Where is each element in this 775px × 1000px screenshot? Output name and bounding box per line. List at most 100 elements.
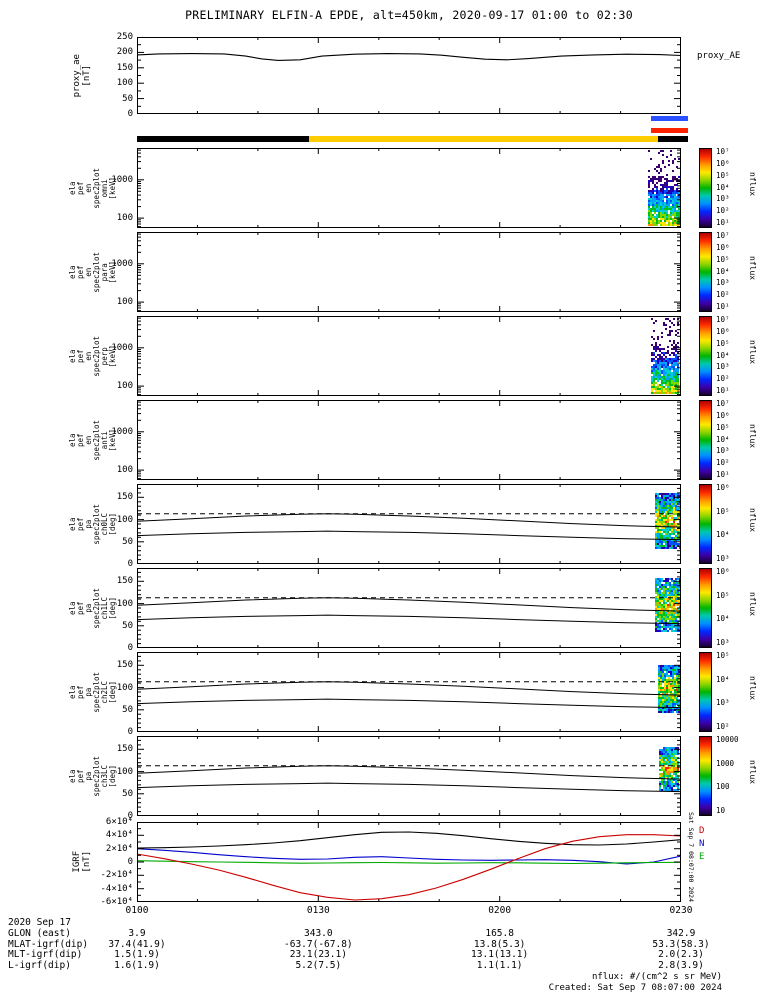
row-value: 2.8(3.9) bbox=[658, 959, 704, 971]
row-value: 1.1(1.1) bbox=[476, 959, 523, 971]
colorbar-unit-en_anti: nflux bbox=[748, 424, 757, 449]
colorbar-unit-en_perp: nflux bbox=[748, 340, 757, 365]
ytick-label-pa_ch2: 100 bbox=[116, 682, 133, 693]
panel-igrf bbox=[136, 821, 682, 903]
axis-label-en_para: ela pef en spec2plot para [keV] bbox=[68, 232, 117, 312]
ephemeris-bar-segment bbox=[137, 136, 309, 142]
row-value: 37.4(41.9) bbox=[108, 938, 166, 950]
colorbar-tick-en_omni: 10² bbox=[716, 206, 730, 216]
row-value: -63.7(-67.8) bbox=[284, 938, 353, 950]
colorbar-pa_ch0 bbox=[699, 484, 712, 564]
colorbar-tick-en_para: 10⁴ bbox=[716, 266, 730, 276]
side-timestamp: Sat Sep 7 08:07:00 2024 bbox=[687, 812, 695, 903]
ytick-label-en_para: 100 bbox=[116, 297, 133, 308]
colorbar-tick-pa_ch2: 10⁴ bbox=[716, 674, 730, 684]
colorbar-tick-pa_ch3: 1000 bbox=[716, 758, 735, 768]
ephemeris-bar-segment bbox=[657, 136, 688, 142]
ytick-label-igrf: -6×10⁴ bbox=[100, 897, 133, 907]
colorbar-tick-pa_ch0: 10⁴ bbox=[716, 530, 730, 540]
colorbar-unit-en_omni: nflux bbox=[748, 172, 757, 197]
ytick-label-proxy_ae: 150 bbox=[116, 62, 133, 73]
ytick-label-pa_ch0: 150 bbox=[116, 492, 133, 503]
ytick-label-pa_ch3: 150 bbox=[116, 744, 133, 755]
colorbar-tick-en_omni: 10⁶ bbox=[716, 158, 730, 168]
colorbar-tick-en_para: 10¹ bbox=[716, 302, 730, 311]
row-value: 23.1(23.1) bbox=[289, 949, 347, 960]
axis-label-en_perp: ela pef en spec2plot perp [keV] bbox=[68, 316, 117, 396]
ytick-label-pa_ch0: 50 bbox=[122, 536, 133, 547]
colorbar-tick-en_omni: 10⁵ bbox=[716, 170, 730, 180]
ytick-label-pa_ch2: 50 bbox=[122, 704, 133, 715]
colorbar-tick-pa_ch0: 10³ bbox=[716, 554, 730, 563]
row-label-1: MLAT-igrf(dip) bbox=[8, 938, 89, 950]
colorbar-tick-en_para: 10³ bbox=[716, 278, 730, 288]
ytick-label-pa_ch1: 50 bbox=[122, 620, 133, 631]
colorbar-pa_ch1 bbox=[699, 568, 712, 648]
x-tick-label: 0100 bbox=[125, 905, 149, 916]
x-tick-label: 0230 bbox=[669, 905, 693, 916]
legend-E: E bbox=[699, 852, 705, 862]
colorbar-tick-en_perp: 10³ bbox=[716, 362, 730, 372]
row-value: 342.9 bbox=[666, 928, 696, 939]
colorbar-tick-en_omni: 10¹ bbox=[716, 218, 730, 227]
colorbar-tick-pa_ch3: 10 bbox=[716, 806, 726, 815]
plot-area-en_anti bbox=[136, 400, 682, 480]
colorbar-tick-pa_ch1: 10⁶ bbox=[716, 567, 730, 576]
axis-label-text-proxy_ae: proxy_ae [nT] bbox=[72, 53, 92, 98]
ytick-label-pa_ch3: 50 bbox=[122, 788, 133, 799]
x-tick-label: 0130 bbox=[306, 905, 330, 916]
colorbar-tick-en_anti: 10⁶ bbox=[716, 410, 730, 420]
axis-label-en_anti: ela pef en spec2plot anti [keV] bbox=[67, 400, 118, 480]
x-tick-label: 0200 bbox=[488, 905, 512, 916]
plot-title: PRELIMINARY ELFIN-A EPDE, alt=450km, 202… bbox=[185, 8, 633, 22]
colorbar-tick-en_omni: 10⁴ bbox=[716, 182, 730, 192]
colorbar-tick-pa_ch2: 10² bbox=[716, 722, 730, 731]
ytick-label-en_perp: 1000 bbox=[111, 342, 133, 353]
row-label-0: GLON (east) bbox=[8, 928, 71, 939]
colorbar-tick-en_anti: 10¹ bbox=[716, 470, 730, 479]
colorbar-tick-en_para: 10² bbox=[716, 290, 730, 300]
ytick-label-en_anti: 1000 bbox=[111, 426, 133, 437]
axis-label-en_omni: ela pef en spec2plot omni [keV] bbox=[67, 148, 118, 228]
axis-label-text-pa_ch3: ela pef pa spec2plot ch3LC [deg] bbox=[67, 755, 118, 797]
axis-label-text-en_omni: ela pef en spec2plot omni [keV] bbox=[67, 167, 118, 209]
colorbar-tick-en_perp: 10² bbox=[716, 374, 730, 384]
colorbar-tick-pa_ch2: 10⁵ bbox=[716, 651, 730, 660]
panel-pa_ch0 bbox=[136, 484, 682, 565]
row-value: 53.3(58.3) bbox=[652, 938, 710, 950]
axis-label-proxy_ae: proxy_ae [nT] bbox=[60, 37, 106, 114]
panel-en_perp bbox=[136, 316, 682, 396]
row-value: 165.8 bbox=[485, 928, 514, 939]
colorbar-tick-en_omni: 10³ bbox=[716, 194, 730, 204]
axis-label-text-en_anti: ela pef en spec2plot anti [keV] bbox=[67, 419, 118, 461]
ytick-label-pa_ch1: 150 bbox=[116, 576, 133, 587]
axis-label-pa_ch0: ela pef pa spec2plot ch0LC [deg] bbox=[68, 484, 117, 564]
panel-en_para bbox=[136, 232, 682, 312]
ytick-label-igrf: 2×10⁴ bbox=[105, 843, 133, 854]
colorbar-tick-en_para: 10⁵ bbox=[716, 254, 730, 264]
ytick-label-igrf: 0 bbox=[127, 857, 133, 867]
ytick-label-en_anti: 100 bbox=[116, 465, 133, 476]
colorbar-pa_ch3 bbox=[699, 736, 712, 816]
ytick-label-pa_ch2: 150 bbox=[116, 660, 133, 671]
panel-pa_ch3 bbox=[136, 736, 682, 817]
colorbar-tick-en_perp: 10¹ bbox=[716, 386, 730, 395]
ytick-label-pa_ch1: 100 bbox=[116, 598, 133, 609]
ytick-label-en_para: 1000 bbox=[111, 258, 133, 269]
ytick-label-pa_ch3: 0 bbox=[127, 811, 133, 821]
plot-area-en_para bbox=[136, 232, 682, 312]
ytick-label-proxy_ae: 200 bbox=[116, 47, 133, 58]
colorbar-tick-pa_ch1: 10⁴ bbox=[716, 614, 730, 624]
created-note: Created: Sat Sep 7 08:07:00 2024 bbox=[548, 983, 722, 993]
axis-label-text-pa_ch1: ela pef pa spec2plot ch1LC [deg] bbox=[67, 587, 118, 629]
axis-label-pa_ch1: ela pef pa spec2plot ch1LC [deg] bbox=[67, 568, 118, 648]
ytick-label-proxy_ae: 250 bbox=[116, 32, 133, 42]
colorbar-tick-en_perp: 10⁷ bbox=[716, 315, 730, 324]
ytick-label-pa_ch0: 0 bbox=[127, 559, 133, 569]
plot-area-en_perp bbox=[136, 316, 682, 396]
colorbar-pa_ch2 bbox=[699, 652, 712, 732]
colorbar-unit-en_para: nflux bbox=[748, 256, 757, 281]
colorbar-en_anti bbox=[699, 400, 712, 480]
axis-label-text-igrf: IGRF [nT] bbox=[72, 851, 92, 873]
